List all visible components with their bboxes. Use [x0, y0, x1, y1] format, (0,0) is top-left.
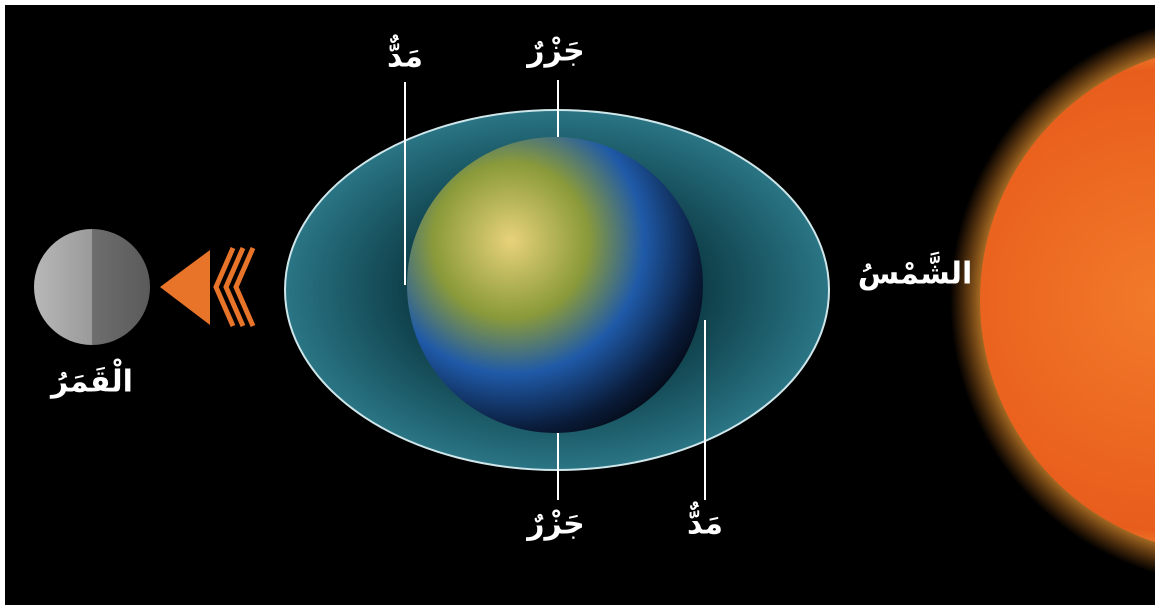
sun-label: الشَّمْسُ: [858, 251, 973, 291]
low-tide-label: جَزْرٌ: [525, 34, 585, 69]
moon-label: الْقَمَرُ: [49, 359, 133, 400]
arrow-head: [160, 250, 210, 325]
sun: [980, 57, 1155, 543]
high-tide-label: مَدٌّ: [687, 500, 723, 541]
moon: [34, 229, 150, 345]
low-tide-label: جَزْرٌ: [525, 507, 585, 542]
earth: [407, 137, 703, 433]
arrow-chevrons: [213, 247, 256, 327]
high-tide-label: مَدٌّ: [387, 33, 423, 74]
